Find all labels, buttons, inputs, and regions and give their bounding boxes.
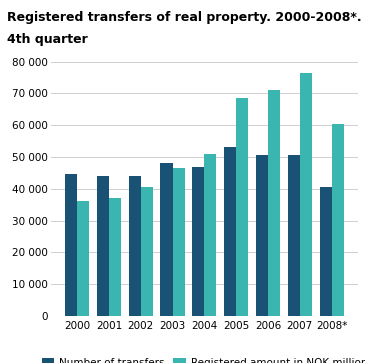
Bar — [97, 176, 109, 316]
Bar — [129, 176, 141, 316]
Bar — [141, 187, 153, 316]
Bar — [268, 90, 280, 316]
Bar — [192, 167, 204, 316]
Text: Registered transfers of real property. 2000-2008*.: Registered transfers of real property. 2… — [7, 11, 362, 24]
Bar — [77, 201, 89, 316]
Bar — [161, 163, 173, 316]
Text: 4th quarter: 4th quarter — [7, 33, 88, 46]
Legend: Number of transfers, Registered amount in NOK million: Number of transfers, Registered amount i… — [37, 354, 365, 363]
Bar — [332, 124, 344, 316]
Bar — [204, 154, 216, 316]
Bar — [224, 147, 236, 316]
Bar — [256, 155, 268, 316]
Bar — [65, 175, 77, 316]
Bar — [288, 155, 300, 316]
Bar — [320, 187, 332, 316]
Bar — [173, 168, 185, 316]
Bar — [109, 198, 121, 316]
Bar — [300, 73, 312, 316]
Bar — [236, 98, 248, 316]
